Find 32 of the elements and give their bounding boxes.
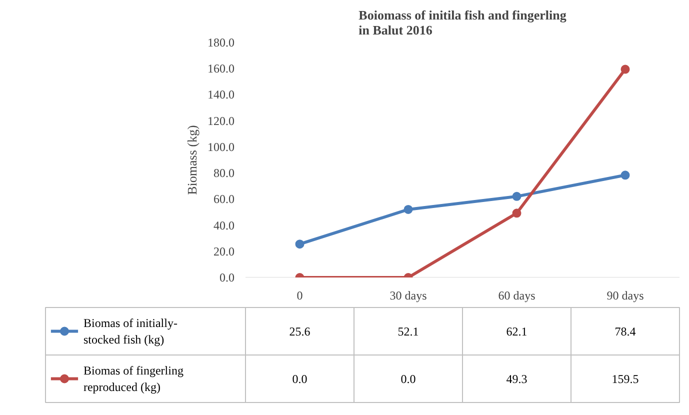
y-tick-label: 40.0 (214, 218, 234, 232)
x-tick-label: 30 days (390, 288, 428, 302)
y-tick-label: 140.0 (208, 88, 234, 102)
data-label: 0.0 (292, 372, 308, 386)
point (404, 204, 413, 214)
point (620, 170, 630, 180)
data-label: 0.0 (400, 372, 416, 386)
y-tick-label: 120.0 (208, 114, 234, 128)
legend-label: Biomas of fingerling reproduced (kg) (83, 363, 184, 394)
y-tick-label: 80.0 (214, 166, 234, 180)
x-tick-label: 0 (296, 288, 303, 302)
x-tick-label: 90 days (606, 288, 644, 302)
data-label: 159.5 (612, 372, 639, 386)
point (295, 240, 304, 249)
y-tick-label: 60.0 (214, 192, 234, 206)
y-tick-label: 160.0 (208, 62, 234, 76)
point (512, 208, 522, 218)
data-label: 25.6 (289, 324, 310, 338)
y-tick-label: 180.0 (208, 36, 234, 50)
chart-title: Boiomass of initila fish and fingerling in Balut 2016 (358, 8, 567, 38)
point (620, 64, 630, 74)
point (512, 192, 522, 201)
data-label: 52.1 (398, 324, 419, 338)
x-tick-label: 60 days (498, 288, 536, 302)
legend-label: Biomas of initially-stocked fish (kg) (83, 316, 178, 347)
y-tick-label: 100.0 (208, 140, 234, 154)
y-axis-title: Biomass (kg) (184, 125, 200, 195)
y-tick-label: 0.0 (220, 270, 234, 284)
data-label: 49.3 (506, 372, 528, 386)
data-label: 78.4 (614, 324, 636, 338)
y-tick-label: 20.0 (214, 244, 234, 258)
data-label: 62.1 (506, 324, 528, 338)
